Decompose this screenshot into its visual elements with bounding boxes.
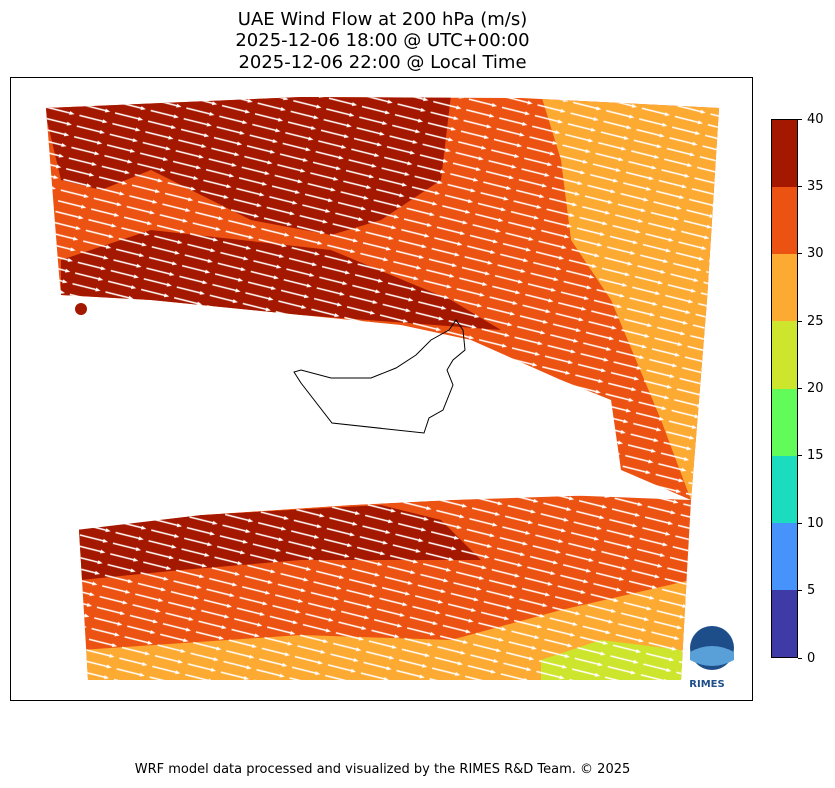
tick-label: 0 [807, 650, 816, 666]
tick-label: 10 [807, 515, 824, 531]
tick-label: 20 [807, 381, 824, 396]
tick-label: 15 [807, 448, 824, 464]
colorbar-tick: 40 [798, 111, 824, 127]
tick-label: 5 [807, 583, 816, 599]
colorbar-segment [772, 589, 797, 657]
colorbar-tick: 20 [798, 381, 824, 396]
rimes-logo: RIMES [684, 622, 740, 690]
logo-text: RIMES [689, 679, 724, 690]
credit-footer: WRF model data processed and visualized … [134, 762, 631, 777]
colorbar-segment [772, 388, 797, 456]
colorbar-segment [772, 455, 797, 523]
wind-field: RIMES [46, 97, 740, 690]
colorbar-tick: 30 [798, 246, 824, 262]
tick-label: 30 [807, 246, 824, 262]
tick-label: 25 [807, 313, 824, 329]
colorbar-segment [772, 187, 797, 255]
wind-map: RIMES [10, 77, 753, 701]
colorbar-tick: 5 [798, 583, 816, 599]
tick-label: 40 [807, 111, 824, 127]
colorbar-tick: 15 [798, 448, 824, 464]
tick-label: 35 [807, 178, 824, 194]
colorbar-tick: 0 [798, 650, 816, 666]
colorbar-tick: 35 [798, 178, 824, 194]
colorbar-segment [772, 522, 797, 590]
local-time: 2025-12-06 22:00 @ Local Time [238, 52, 527, 73]
colorbar-segment [772, 321, 797, 389]
utc-time: 2025-12-06 18:00 @ UTC+00:00 [235, 30, 530, 51]
colorbar [771, 119, 798, 658]
map-title: UAE Wind Flow at 200 hPa (m/s) [237, 9, 528, 30]
uae-border [293, 319, 466, 434]
colorbar-tick: 10 [798, 515, 824, 531]
colorbar-segment [772, 120, 797, 188]
colorbar-segment [772, 254, 797, 322]
colorbar-tick: 25 [798, 313, 824, 329]
